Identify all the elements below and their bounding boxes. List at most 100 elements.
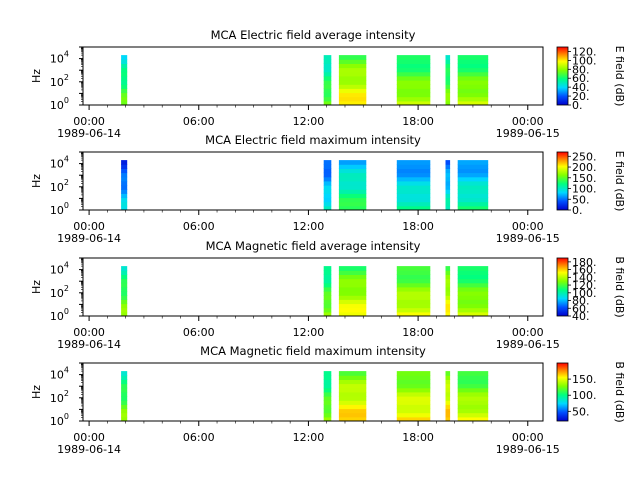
- data-block: [396, 55, 431, 106]
- x-tick-date: 1989-06-14: [57, 127, 121, 140]
- y-axis-label: Hz: [30, 174, 43, 188]
- spectrogram-panel-3: MCA Magnetic field average intensity 100 1…: [30, 239, 626, 351]
- data-block: [323, 55, 332, 106]
- colorbar: [556, 362, 569, 422]
- colorbar-tick-label: 150.: [572, 172, 597, 185]
- data-block: [121, 160, 128, 211]
- colorbar-tick-label: 100.: [572, 183, 597, 196]
- y-tick-label: 100: [50, 307, 69, 323]
- colorbar-tick-label: 140.: [572, 271, 597, 284]
- colorbar-tick-label: 40.: [572, 81, 590, 94]
- x-tick-label: 06:00: [183, 115, 215, 128]
- y-tick-label: 102: [50, 389, 69, 405]
- x-tick-date: 1989-06-14: [57, 443, 121, 456]
- x-tick-date: 1989-06-14: [57, 232, 121, 245]
- x-tick-label: 00:00: [512, 431, 544, 444]
- colorbar-tick-label: 100.: [572, 287, 597, 300]
- x-tick-label: 00:00: [512, 220, 544, 233]
- colorbar-tick-label: 0.: [572, 204, 583, 217]
- data-block: [323, 160, 332, 211]
- colorbar-tick-label: 180.: [572, 256, 597, 269]
- colorbar-label: B field (dB): [613, 256, 626, 317]
- panel-title: MCA Magnetic field average intensity: [206, 239, 421, 253]
- x-tick-label: 18:00: [402, 431, 434, 444]
- colorbar-tick-label: 120.: [572, 45, 597, 58]
- x-tick-label: 06:00: [183, 431, 215, 444]
- panel-title: MCA Electric field average intensity: [211, 28, 416, 42]
- x-tick-label: 06:00: [183, 326, 215, 339]
- colorbar-label: B field (dB): [613, 361, 626, 422]
- colorbar-tick-label: 120.: [572, 279, 597, 292]
- x-tick-date: 1989-06-15: [496, 443, 560, 456]
- panel-title: MCA Electric field maximum intensity: [205, 133, 421, 147]
- spectrogram-panel-4: MCA Magnetic field maximum intensity 100 1…: [30, 344, 626, 456]
- data-block: [338, 160, 367, 211]
- data-block: [457, 266, 489, 317]
- x-tick-label: 00:00: [73, 431, 105, 444]
- x-tick-label: 12:00: [293, 326, 325, 339]
- data-block: [396, 266, 431, 317]
- colorbar-tick-label: 250.: [572, 150, 597, 163]
- data-block: [445, 160, 451, 211]
- data-block: [457, 371, 489, 422]
- colorbar-tick-label: 100.: [572, 54, 597, 67]
- data-block: [396, 160, 431, 211]
- x-tick-label: 18:00: [402, 220, 434, 233]
- y-tick-label: 100: [50, 201, 69, 217]
- colorbar-tick-label: 50.: [572, 405, 590, 418]
- colorbar: [556, 46, 569, 106]
- colorbar-tick-label: 40.: [572, 310, 590, 323]
- y-tick-label: 100: [50, 96, 69, 112]
- x-tick-label: 12:00: [293, 431, 325, 444]
- spectrogram-panel-1: MCA Electric field average intensity 100 1…: [30, 28, 626, 140]
- colorbar-label: E field (dB): [613, 151, 626, 212]
- colorbar-tick-label: 80.: [572, 295, 590, 308]
- spectrogram-panel-2: MCA Electric field maximum intensity 100 1…: [30, 133, 626, 245]
- data-block: [445, 371, 451, 422]
- colorbar-tick-label: 0.: [572, 99, 583, 112]
- y-tick-label: 104: [50, 50, 69, 66]
- x-tick-label: 00:00: [73, 220, 105, 233]
- x-tick-date: 1989-06-15: [496, 127, 560, 140]
- x-tick-date: 1989-06-15: [496, 232, 560, 245]
- x-tick-date: 1989-06-15: [496, 338, 560, 351]
- x-tick-label: 00:00: [73, 326, 105, 339]
- data-block: [338, 266, 367, 317]
- x-tick-label: 12:00: [293, 115, 325, 128]
- y-axis-label: Hz: [30, 385, 43, 399]
- colorbar-tick-label: 60.: [572, 302, 590, 315]
- colorbar: [556, 151, 569, 211]
- panel-title: MCA Magnetic field maximum intensity: [200, 344, 426, 358]
- colorbar-tick-label: 80.: [572, 63, 590, 76]
- data-block: [445, 266, 451, 317]
- x-tick-label: 12:00: [293, 220, 325, 233]
- colorbar-tick-label: 50.: [572, 193, 590, 206]
- data-block: [338, 55, 367, 106]
- x-tick-label: 00:00: [73, 115, 105, 128]
- data-block: [121, 266, 128, 317]
- x-tick-date: 1989-06-14: [57, 338, 121, 351]
- colorbar-tick-label: 100.: [572, 389, 597, 402]
- data-block: [338, 371, 367, 422]
- colorbar-tick-label: 60.: [572, 72, 590, 85]
- data-block: [121, 371, 128, 422]
- y-tick-label: 102: [50, 178, 69, 194]
- colorbar-tick-label: 20.: [572, 90, 590, 103]
- data-block: [457, 160, 489, 211]
- x-tick-label: 06:00: [183, 220, 215, 233]
- y-tick-label: 104: [50, 155, 69, 171]
- data-block: [396, 371, 431, 422]
- y-tick-label: 104: [50, 261, 69, 277]
- y-tick-label: 100: [50, 412, 69, 428]
- data-block: [323, 266, 332, 317]
- colorbar-tick-label: 200.: [572, 161, 597, 174]
- colorbar-tick-label: 150.: [572, 373, 597, 386]
- data-block: [121, 55, 128, 106]
- x-tick-label: 00:00: [512, 115, 544, 128]
- colorbar: [556, 257, 569, 317]
- x-tick-label: 18:00: [402, 115, 434, 128]
- y-tick-label: 102: [50, 284, 69, 300]
- data-block: [445, 55, 451, 106]
- y-tick-label: 102: [50, 73, 69, 89]
